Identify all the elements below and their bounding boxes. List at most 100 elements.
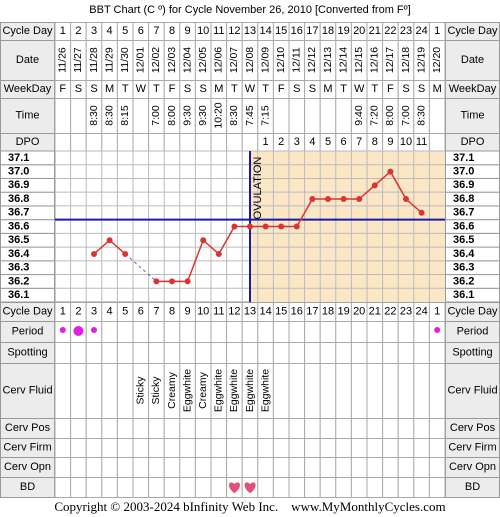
date-value: 12/06 (213, 47, 225, 73)
cell (304, 438, 321, 458)
date-value: 12/09 (259, 47, 271, 73)
cell (179, 418, 196, 439)
cell (350, 457, 368, 478)
time-value: 8:30 (88, 105, 100, 126)
cell (116, 477, 134, 498)
weekday-value: W (354, 83, 365, 95)
cell (132, 438, 150, 458)
weekday-value: F (59, 83, 66, 95)
cell (257, 418, 274, 439)
y-tick-label: 37.0 (453, 165, 474, 177)
cell (116, 363, 134, 419)
row-label: Period (12, 325, 44, 337)
row-label: Cerv Firm (448, 441, 496, 453)
cell (413, 457, 430, 478)
cell (319, 321, 337, 343)
ovulation-label: OVULATION (252, 157, 264, 220)
cell (194, 418, 212, 439)
cell (350, 363, 368, 419)
cycle_day-value: 5 (122, 305, 128, 317)
cerv_fluid-value: Eggwhite (213, 369, 225, 412)
y-tick-label: 36.5 (8, 234, 29, 246)
cell (366, 438, 384, 458)
cell (272, 457, 290, 478)
cell (116, 321, 134, 343)
row-label-cell (0, 40, 55, 81)
cell (163, 457, 181, 478)
date-value: 11/29 (103, 47, 115, 73)
cell (132, 477, 150, 498)
cell (226, 342, 243, 364)
cycle_day-value: 3 (91, 305, 97, 317)
cycle_day-value: 15 (275, 25, 287, 37)
cell (148, 438, 165, 458)
cell (194, 438, 212, 458)
cell (350, 438, 368, 458)
cycle_day-value: 5 (122, 25, 128, 37)
cell (101, 321, 118, 343)
cell (163, 321, 181, 343)
cycle_day-value: 21 (369, 25, 381, 37)
row-label: Cerv Firm (3, 441, 51, 453)
cell (179, 321, 196, 343)
cycle_day-value: 7 (153, 305, 159, 317)
time-value: 8:00 (384, 105, 396, 126)
period-dot (434, 327, 441, 333)
cycle_day-value: 4 (107, 25, 113, 37)
cell (54, 418, 72, 439)
cell (272, 363, 290, 419)
cycle_day-value: 13 (244, 305, 256, 317)
cycle_day-value: 14 (259, 25, 271, 37)
date-value: 12/20 (431, 47, 443, 73)
time-value: 8:00 (166, 105, 178, 126)
row-label: Date (461, 54, 484, 66)
bd-heart (229, 482, 240, 494)
date-value: 12/19 (415, 47, 427, 73)
cell (116, 133, 134, 152)
cerv_fluid-value: Creamy (197, 371, 209, 409)
y-tick-label: 37.0 (8, 165, 29, 177)
temp-point (231, 223, 238, 230)
cycle_day-value: 19 (337, 305, 349, 317)
cell (366, 321, 384, 343)
cell (241, 133, 259, 152)
cell (335, 457, 352, 478)
cell (428, 363, 446, 419)
y-tick-label: 36.9 (8, 179, 29, 191)
cell (366, 342, 384, 364)
cell (132, 418, 150, 439)
cycle_day-value: 17 (306, 25, 318, 37)
cell (428, 133, 446, 152)
temp-point (122, 250, 129, 257)
row-label: Cerv Pos (5, 422, 51, 434)
cycle_day-value: 2 (75, 305, 81, 317)
cell (226, 438, 243, 458)
cell (272, 438, 290, 458)
y-tick-label: 36.3 (453, 262, 474, 274)
cell (132, 133, 150, 152)
cycle_day-value: 24 (415, 25, 427, 37)
cycle_day-value: 9 (185, 25, 191, 37)
cell (148, 457, 165, 478)
weekday-value: T (340, 83, 347, 95)
time-value: 7:20 (369, 105, 381, 126)
cell (54, 438, 72, 458)
cell (319, 457, 337, 478)
time-value: 9:30 (181, 105, 193, 126)
cell (428, 342, 446, 364)
weekday-value: S (200, 83, 207, 95)
cycle_day-value: 8 (169, 305, 175, 317)
y-tick-label: 37.1 (8, 152, 29, 164)
cell (288, 457, 306, 478)
cycle_day-value: 11 (213, 25, 224, 37)
cycle_day-value: 22 (384, 25, 396, 37)
cell (335, 98, 352, 134)
cell (116, 418, 134, 439)
cell (304, 321, 321, 343)
row-label-cell (445, 363, 500, 419)
cell (163, 342, 181, 364)
date-value: 12/08 (244, 47, 256, 73)
cell (70, 457, 87, 478)
cycle_day-value: 8 (169, 25, 175, 37)
cell (132, 457, 150, 478)
